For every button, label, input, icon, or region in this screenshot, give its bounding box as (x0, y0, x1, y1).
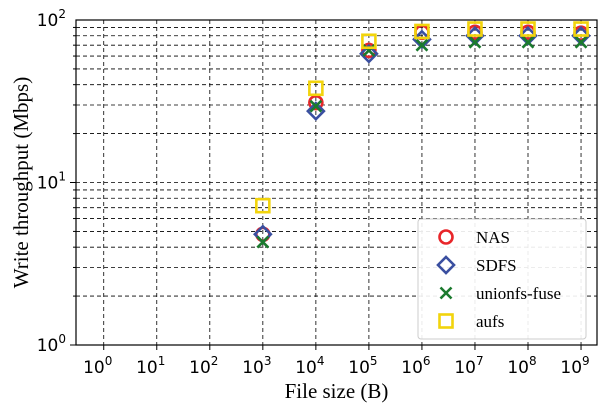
series-aufs (255, 21, 589, 214)
data-point (308, 94, 324, 111)
x-tick-label: 105 (348, 354, 377, 378)
legend-label: NAS (476, 228, 510, 247)
legend-marker (438, 229, 454, 245)
data-point (308, 80, 324, 97)
legend-label: unionfs-fuse (476, 284, 561, 303)
data-point (521, 35, 535, 49)
x-tick-label: 102 (189, 354, 218, 378)
legend-label: aufs (476, 312, 504, 331)
legend-marker (438, 313, 454, 329)
data-point (468, 35, 482, 49)
x-axis-ticks: 100 101 102 103 104 105 106 107 108 109 (83, 345, 590, 378)
data-point (467, 21, 483, 37)
y-axis-ticks: 100 101 102 (37, 7, 76, 356)
y-tick-label: 100 (37, 332, 66, 356)
y-tick-label: 102 (37, 7, 66, 31)
legend: NAS SDFS unionfs-fuse aufs (417, 218, 587, 340)
data-point (255, 197, 271, 214)
data-point (361, 33, 377, 50)
y-tick-label: 101 (37, 170, 66, 194)
x-tick-label: 107 (454, 354, 483, 378)
legend-label: SDFS (476, 256, 517, 275)
data-point (573, 21, 589, 37)
x-tick-label: 106 (401, 354, 430, 378)
x-tick-label: 100 (83, 354, 112, 378)
data-points (252, 21, 591, 249)
legend-box (417, 218, 587, 340)
x-axis-label: File size (B) (285, 379, 389, 403)
data-point (520, 21, 536, 37)
data-point (359, 43, 379, 64)
data-point (306, 101, 326, 121)
data-point (415, 38, 429, 52)
data-point (574, 35, 588, 49)
legend-marker (436, 255, 456, 275)
x-tick-label: 109 (560, 354, 589, 378)
x-tick-label: 101 (136, 354, 165, 378)
x-tick-label: 103 (242, 354, 271, 378)
data-point (256, 235, 270, 249)
data-point (309, 99, 323, 113)
data-point (414, 23, 430, 40)
x-tick-label: 104 (295, 354, 324, 378)
legend-marker (439, 286, 453, 300)
y-axis-label: Write throughput (Mbps) (9, 77, 33, 288)
x-tick-label: 108 (507, 354, 536, 378)
